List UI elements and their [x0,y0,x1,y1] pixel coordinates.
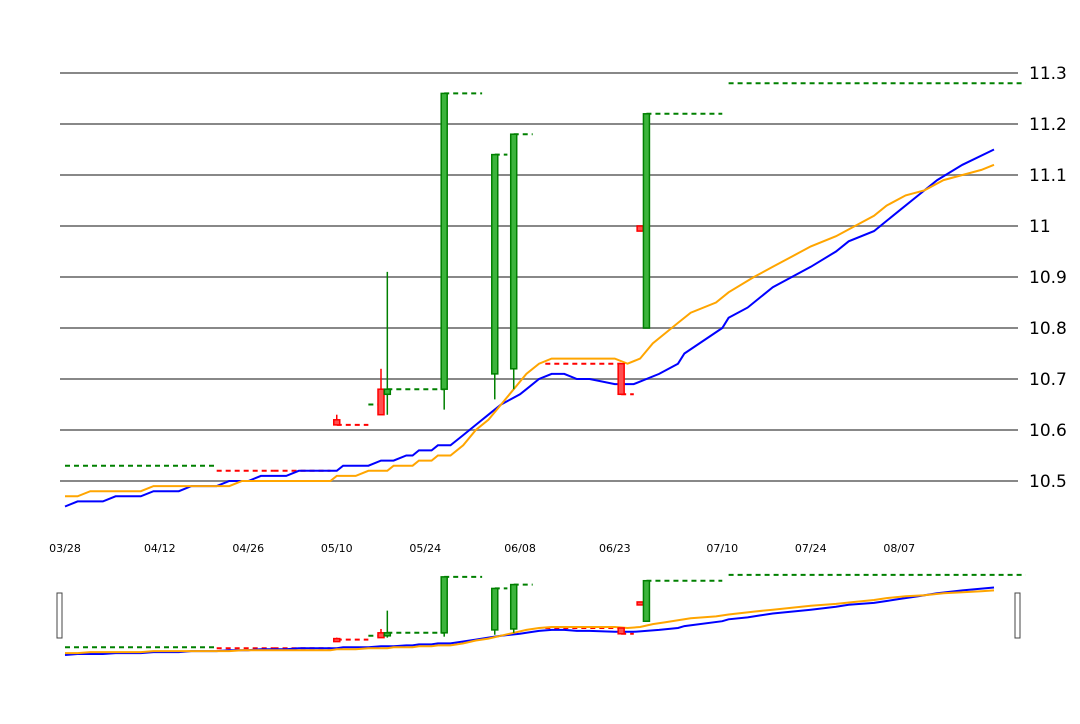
candle [384,389,390,394]
y-tick-label: 11.1 [1029,166,1067,186]
x-tick-label: 07/24 [795,542,827,555]
x-tick-label: 04/12 [144,542,176,555]
candle [492,155,498,374]
y-tick-label: 10.9 [1029,268,1067,288]
y-tick-label: 10.8 [1029,319,1067,339]
x-tick-label: 08/07 [883,542,915,555]
navigator-candle [441,577,447,633]
x-tick-label: 04/26 [232,542,264,555]
main-grid [60,73,1018,481]
candle [511,134,517,369]
candle [378,389,384,415]
navigator-candle [384,633,390,636]
x-tick-label: 07/10 [706,542,738,555]
y-axis-ticks: 10.5 10.6 10.7 10.8 10.9 11 11.1 11.2 11.3 [1029,64,1067,492]
y-tick-label: 10.5 [1029,472,1067,492]
y-tick-label: 10.7 [1029,370,1067,390]
x-tick-label: 03/28 [49,542,81,555]
navigator-candle [334,639,340,642]
navigator-candle [637,602,643,605]
series-line [65,165,994,497]
navigator-candle [643,581,649,622]
x-tick-label: 05/10 [321,542,353,555]
navigator-candle [492,588,498,629]
navigator-candle [511,585,517,629]
navigator-right-handle[interactable] [1015,593,1020,638]
candle [334,420,340,425]
y-tick-label: 10.6 [1029,421,1067,441]
candle [618,364,624,395]
y-tick-label: 11.2 [1029,115,1067,135]
y-tick-label: 11.3 [1029,64,1067,84]
navigator-panel[interactable] [57,575,1026,655]
navigator-series-line [65,588,994,656]
x-tick-label: 06/23 [599,542,631,555]
y-tick-label: 11 [1029,217,1051,237]
candle [637,226,643,231]
main-candles [334,93,650,425]
navigator-candle [378,633,384,638]
x-axis-ticks: 03/28 04/12 04/26 05/10 05/24 06/08 06/23 07/10… [49,542,915,555]
navigator-left-handle[interactable] [57,593,62,638]
candle [441,93,447,389]
navigator-candle [618,628,624,634]
candle [643,114,649,328]
x-tick-label: 06/08 [504,542,536,555]
navigator-series-line [65,590,994,653]
x-tick-label: 05/24 [409,542,441,555]
